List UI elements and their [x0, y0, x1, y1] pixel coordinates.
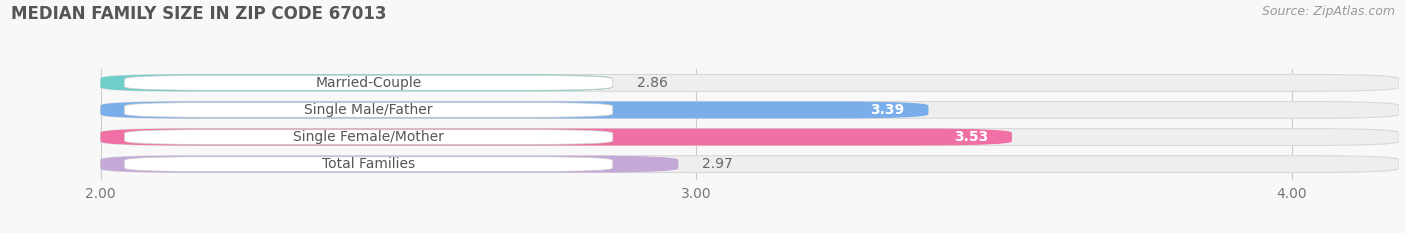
FancyBboxPatch shape [101, 156, 1399, 172]
Text: 3.39: 3.39 [870, 103, 904, 117]
FancyBboxPatch shape [124, 157, 613, 171]
FancyBboxPatch shape [124, 75, 613, 90]
Text: Single Male/Father: Single Male/Father [304, 103, 433, 117]
FancyBboxPatch shape [101, 129, 1012, 145]
FancyBboxPatch shape [101, 102, 928, 118]
FancyBboxPatch shape [124, 130, 613, 144]
Text: MEDIAN FAMILY SIZE IN ZIP CODE 67013: MEDIAN FAMILY SIZE IN ZIP CODE 67013 [11, 5, 387, 23]
FancyBboxPatch shape [101, 156, 678, 172]
FancyBboxPatch shape [101, 102, 1399, 118]
FancyBboxPatch shape [124, 103, 613, 117]
Text: 3.53: 3.53 [953, 130, 988, 144]
Text: Source: ZipAtlas.com: Source: ZipAtlas.com [1261, 5, 1395, 18]
FancyBboxPatch shape [101, 75, 613, 91]
Text: Total Families: Total Families [322, 157, 415, 171]
Text: Married-Couple: Married-Couple [315, 76, 422, 90]
Text: 2.86: 2.86 [637, 76, 668, 90]
FancyBboxPatch shape [101, 129, 1399, 145]
Text: 2.97: 2.97 [702, 157, 733, 171]
Text: Single Female/Mother: Single Female/Mother [294, 130, 444, 144]
FancyBboxPatch shape [101, 75, 1399, 91]
